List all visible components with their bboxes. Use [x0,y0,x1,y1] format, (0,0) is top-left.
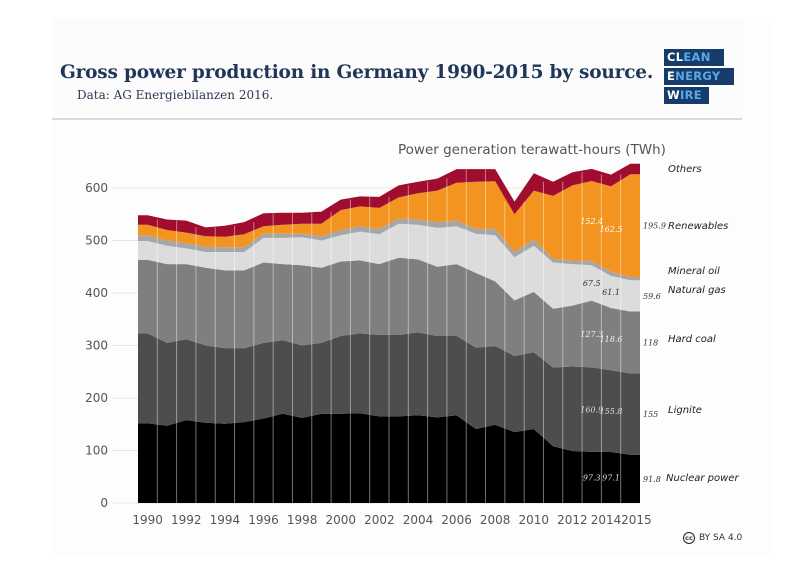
x-tick-1990: 1990 [132,513,163,527]
x-tick-2008: 2008 [480,513,511,527]
y-tick-500: 500 [85,234,108,248]
value-label-hard-coal-2014: 118.6 [600,335,623,344]
x-tick-2012: 2012 [557,513,588,527]
x-tick-1998: 1998 [287,513,318,527]
value-label-nuclear-power-2014: 97.1 [602,474,620,483]
value-label-lignite-2015: 155 [643,410,658,419]
x-tick-2000: 2000 [325,513,356,527]
value-label-lignite-2013: 160.9 [580,406,603,415]
y-tick-600: 600 [85,181,108,195]
y-tick-300: 300 [85,339,108,353]
legend-others: Others [668,164,702,175]
legend-nuclear-power: Nuclear power [666,473,739,484]
x-tick-1992: 1992 [171,513,202,527]
y-tick-0: 0 [100,496,108,510]
license: cc BY SA 4.0 [683,532,742,544]
clean-energy-wire-logo: CLEAN ENERGY WIRE [664,49,734,106]
area-lignite [138,332,640,455]
area-mineral-oil [138,218,640,281]
value-label-hard-coal-2013: 127.3 [580,330,603,339]
value-label-renewables-2014: 162.5 [600,225,623,234]
y-tick-400: 400 [85,286,108,300]
area-others [138,163,640,237]
creative-commons-icon: cc [683,532,695,544]
y-tick-200: 200 [85,391,108,405]
year-dividers [156,169,622,503]
legend-renewables: Renewables [668,221,728,232]
area-series [138,163,640,503]
area-renewables [138,174,640,277]
value-label-nuclear-power-2013: 97.3 [583,473,601,482]
value-label-natural-gas-2015: 59.6 [643,292,661,301]
x-axis: 1990 1992 1994 1996 1998 2000 2002 2004 2006 2008… [132,513,651,527]
x-tick-2010: 2010 [519,513,550,527]
y-tick-100: 100 [85,444,108,458]
value-label-nuclear-power-2015: 91.8 [643,475,661,484]
x-tick-2006: 2006 [441,513,472,527]
logo-row-wire: WIRE [664,87,709,104]
x-tick-2014: 2014 [591,513,622,527]
legend-lignite: Lignite [668,405,702,416]
x-tick-1994: 1994 [210,513,241,527]
area-hard-coal [138,257,640,374]
x-tick-2015: 2015 [621,513,652,527]
x-tick-2002: 2002 [364,513,395,527]
chart-title: Power generation terawatt-hours (TWh) [398,142,666,158]
legend-mineral-oil: Mineral oil [668,266,720,277]
legend-natural-gas: Natural gas [668,285,726,296]
y-axis: 0 100 200 300 400 500 600 [85,181,108,510]
header-bar [52,18,742,120]
logo-row-energy: ENERGY [664,68,734,85]
area-nuclear-power [138,413,640,503]
value-label-lignite-2014: 155.8 [600,407,623,416]
legend: Others Renewables Mineral oil Natural gas Ha… [666,164,739,484]
value-label-hard-coal-2015: 118 [643,338,658,347]
value-label-natural-gas-2013: 67.5 [583,279,601,288]
legend-hard-coal: Hard coal [668,334,716,345]
data-source: Data: AG Energiebilanzen 2016. [77,88,274,102]
x-tick-2004: 2004 [403,513,434,527]
x-tick-1996: 1996 [248,513,279,527]
page-title: Gross power production in Germany 1990-2… [60,62,654,83]
value-label-renewables-2015: 195.9 [643,222,666,231]
license-label: BY SA 4.0 [699,533,743,543]
value-label-renewables-2013: 152.4 [580,217,603,226]
logo-row-clean: CLEAN [664,49,724,66]
value-label-natural-gas-2014: 61.1 [602,288,620,297]
area-natural-gas [138,223,640,312]
